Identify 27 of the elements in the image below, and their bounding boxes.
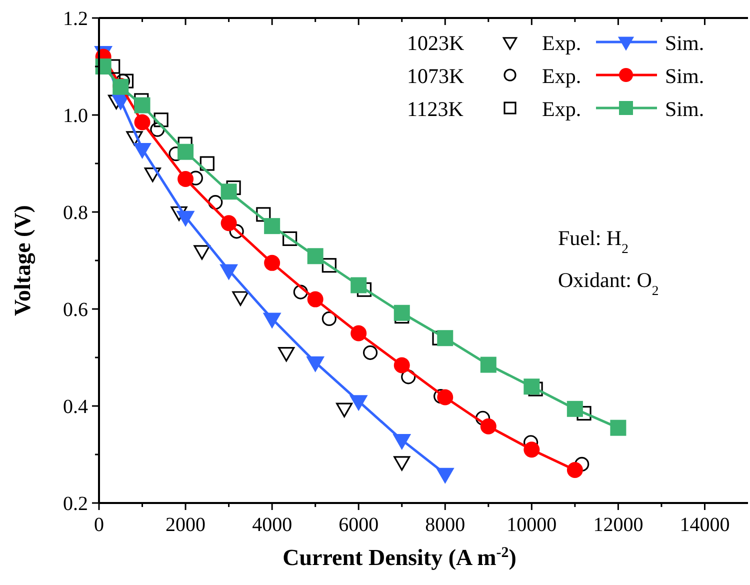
y-tick-label: 0.8 [63,202,88,224]
x-tick-label: 6000 [338,514,379,536]
annotation: 1073K [407,64,464,88]
legend-label: Sim. [665,64,704,88]
x-tick-label: 0 [94,514,104,536]
y-axis-title: Voltage (V) [10,205,36,316]
x-axis-title: Current Density (A m$^{-2}$) [282,545,516,570]
x-tick-label: 8000 [425,514,466,536]
y-tick-label: 1.2 [63,8,88,30]
legend-label: Exp. [542,97,582,121]
x-tick-label: 4000 [252,514,292,536]
y-tick-label: 0.4 [63,396,88,418]
x-tick-label: 10000 [506,514,557,536]
x-tick-label: 12000 [593,514,644,536]
y-tick-label: 0.6 [63,299,88,321]
annotation: Fuel: H$_{2}$ [558,226,629,256]
x-tick-label: 2000 [166,514,206,536]
annotation: 1123K [407,97,464,121]
legend-label: Sim. [665,31,704,55]
legend-label: Exp. [542,31,582,55]
annotation: 1023K [407,31,464,55]
annotation: Oxidant: O$_{2}$ [558,268,659,298]
legend-label: Exp. [542,64,582,88]
legend-label: Sim. [665,97,704,121]
y-tick-label: 1.0 [63,105,88,127]
x-tick-label: 14000 [680,514,730,536]
y-tick-label: 0.2 [63,493,88,515]
